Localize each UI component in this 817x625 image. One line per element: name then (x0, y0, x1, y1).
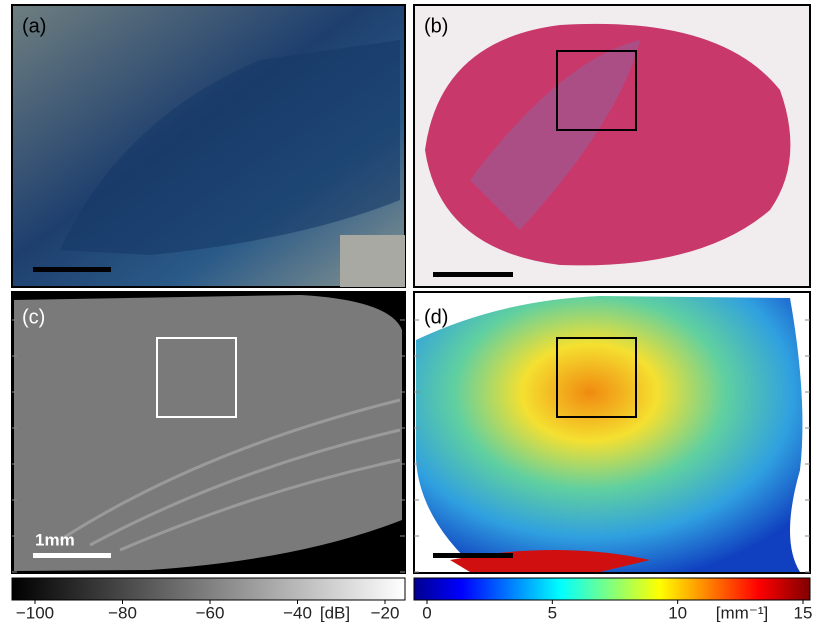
tick-label: 10 (668, 603, 687, 622)
tick-label: −40 (283, 603, 312, 622)
scale-bar (433, 553, 513, 558)
tick-label: −60 (196, 603, 225, 622)
tick-label: 15 (794, 603, 813, 622)
figure: (a) (b) 1mm (c) (d) −100 −80 −60 −40 −20 [dB]… (0, 0, 817, 625)
tick-label: 5 (548, 603, 557, 622)
tick-label: −80 (108, 603, 137, 622)
scale-bar (33, 553, 111, 558)
tick-label: 0 (422, 603, 431, 622)
scale-label: 1mm (35, 530, 75, 549)
colorbar (12, 578, 405, 600)
unit-label: [mm⁻¹] (716, 603, 768, 622)
panel-label: (b) (424, 15, 448, 37)
tick-label: −100 (16, 603, 54, 622)
scale-bar (33, 267, 111, 272)
panel-label: (c) (22, 306, 45, 328)
panel-label: (a) (22, 15, 46, 37)
scale-bar (433, 272, 513, 277)
tissue-edge (340, 235, 405, 287)
colorbar (414, 578, 810, 600)
unit-label: [dB] (320, 603, 350, 622)
tick-label: −20 (371, 603, 400, 622)
panel-label: (d) (424, 306, 448, 328)
